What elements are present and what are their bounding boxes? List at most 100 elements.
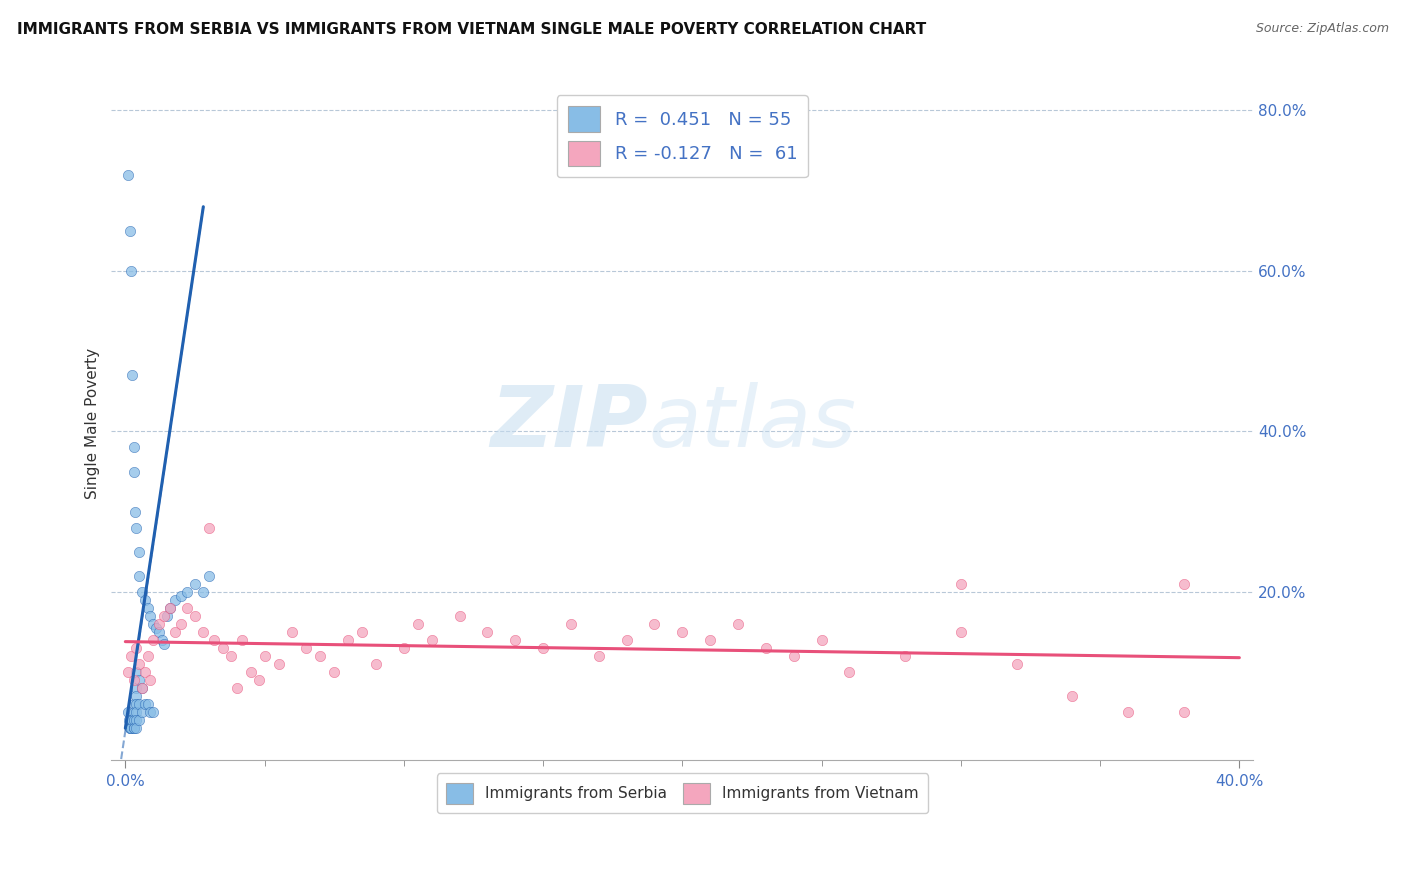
Point: [176, 601, 198, 615]
Point: [122, 713, 145, 727]
Point: [120, 649, 142, 664]
Point: [124, 505, 146, 519]
Point: [136, 601, 159, 615]
Point: [122, 697, 145, 711]
Point: [477, 625, 499, 640]
Point: [128, 545, 150, 559]
Point: [121, 721, 143, 735]
Point: [810, 633, 832, 648]
Point: [153, 609, 176, 624]
Point: [128, 673, 150, 687]
Point: [128, 569, 150, 583]
Point: [531, 641, 554, 656]
Point: [122, 441, 145, 455]
Point: [170, 589, 193, 603]
Point: [165, 593, 187, 607]
Point: [588, 649, 610, 664]
Point: [193, 585, 215, 599]
Point: [121, 713, 143, 727]
Point: [122, 465, 145, 479]
Point: [125, 697, 148, 711]
Point: [364, 657, 387, 672]
Point: [239, 665, 262, 679]
Point: [150, 633, 173, 648]
Point: [125, 665, 148, 679]
Point: [1062, 689, 1084, 703]
Point: [1005, 657, 1028, 672]
Point: [170, 617, 193, 632]
Point: [131, 705, 153, 719]
Point: [131, 681, 153, 695]
Point: [449, 609, 471, 624]
Legend: Immigrants from Serbia, Immigrants from Vietnam: Immigrants from Serbia, Immigrants from …: [436, 773, 928, 814]
Point: [783, 649, 806, 664]
Point: [503, 633, 526, 648]
Point: [117, 168, 139, 182]
Point: [193, 625, 215, 640]
Point: [253, 649, 276, 664]
Point: [755, 641, 778, 656]
Point: [211, 641, 233, 656]
Point: [644, 617, 666, 632]
Text: atlas: atlas: [648, 382, 856, 465]
Point: [699, 633, 721, 648]
Point: [122, 721, 145, 735]
Point: [139, 705, 162, 719]
Point: [156, 609, 179, 624]
Point: [894, 649, 917, 664]
Point: [406, 617, 429, 632]
Point: [120, 264, 142, 278]
Point: [136, 649, 159, 664]
Point: [125, 705, 148, 719]
Point: [120, 713, 142, 727]
Point: [352, 625, 374, 640]
Point: [204, 633, 226, 648]
Point: [159, 601, 181, 615]
Point: [420, 633, 443, 648]
Point: [134, 665, 156, 679]
Point: [142, 705, 165, 719]
Point: [122, 705, 145, 719]
Point: [125, 681, 148, 695]
Point: [117, 665, 139, 679]
Point: [120, 721, 142, 735]
Point: [267, 657, 290, 672]
Point: [136, 697, 159, 711]
Point: [128, 713, 150, 727]
Point: [337, 633, 360, 648]
Point: [139, 673, 162, 687]
Point: [949, 577, 972, 591]
Point: [134, 697, 156, 711]
Point: [231, 633, 253, 648]
Point: [159, 601, 181, 615]
Point: [184, 609, 207, 624]
Text: IMMIGRANTS FROM SERBIA VS IMMIGRANTS FROM VIETNAM SINGLE MALE POVERTY CORRELATIO: IMMIGRANTS FROM SERBIA VS IMMIGRANTS FRO…: [17, 22, 927, 37]
Point: [560, 617, 582, 632]
Point: [184, 577, 207, 591]
Point: [225, 681, 247, 695]
Point: [323, 665, 346, 679]
Point: [128, 697, 150, 711]
Point: [122, 721, 145, 735]
Point: [247, 673, 270, 687]
Point: [309, 649, 332, 664]
Point: [125, 521, 148, 535]
Point: [131, 681, 153, 695]
Point: [198, 569, 221, 583]
Point: [1173, 577, 1195, 591]
Point: [118, 224, 141, 238]
Point: [145, 621, 167, 635]
Point: [392, 641, 415, 656]
Point: [125, 713, 148, 727]
Text: Source: ZipAtlas.com: Source: ZipAtlas.com: [1256, 22, 1389, 36]
Point: [838, 665, 860, 679]
Point: [142, 633, 165, 648]
Point: [616, 633, 638, 648]
Point: [148, 617, 170, 632]
Point: [118, 713, 141, 727]
Point: [125, 721, 148, 735]
Point: [121, 368, 143, 383]
Point: [295, 641, 318, 656]
Point: [949, 625, 972, 640]
Point: [176, 585, 198, 599]
